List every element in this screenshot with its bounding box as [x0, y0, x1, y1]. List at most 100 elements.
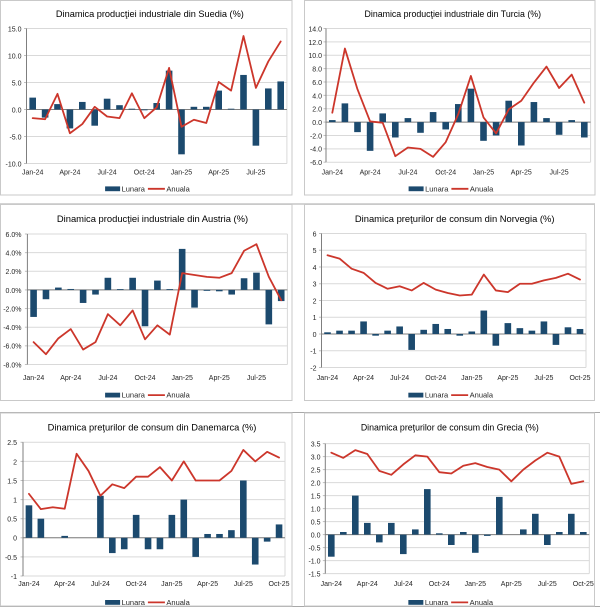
svg-text:-4.0: -4.0: [310, 147, 322, 154]
svg-text:Jul-25: Jul-25: [246, 169, 265, 176]
svg-text:10.0: 10.0: [308, 53, 322, 60]
svg-text:3.0: 3.0: [311, 455, 321, 462]
svg-text:Jan-24: Jan-24: [322, 169, 344, 176]
svg-text:1: 1: [313, 315, 317, 322]
svg-text:Jul-24: Jul-24: [390, 375, 409, 382]
svg-text:Jan-25: Jan-25: [461, 375, 483, 382]
svg-text:0: 0: [313, 332, 317, 339]
svg-text:2.0: 2.0: [312, 107, 322, 114]
svg-text:Dinamica preţurilor de consum: Dinamica preţurilor de consum din Danema…: [48, 422, 257, 432]
svg-text:3.5: 3.5: [311, 442, 321, 449]
svg-text:Oct-24: Oct-24: [425, 375, 446, 382]
svg-text:2.0: 2.0: [311, 481, 321, 488]
svg-text:Lunara: Lunara: [425, 184, 449, 193]
svg-text:-6.0%: -6.0%: [3, 344, 21, 351]
svg-text:Apr-24: Apr-24: [353, 375, 374, 382]
svg-text:0.5: 0.5: [7, 517, 17, 524]
svg-text:Jan-24: Jan-24: [321, 581, 343, 588]
svg-text:Lunara: Lunara: [122, 391, 146, 400]
svg-text:-6.0: -6.0: [310, 160, 322, 167]
svg-text:14.0: 14.0: [308, 26, 322, 33]
svg-text:-5.0: -5.0: [9, 134, 21, 141]
svg-text:6.0%: 6.0%: [6, 232, 22, 239]
svg-text:Jan-24: Jan-24: [317, 375, 339, 382]
svg-text:Anuala: Anuala: [470, 184, 494, 193]
svg-text:Apr-25: Apr-25: [501, 581, 522, 588]
svg-text:1.0: 1.0: [311, 507, 321, 514]
svg-text:Jul-24: Jul-24: [394, 581, 413, 588]
svg-text:4.0: 4.0: [312, 93, 322, 100]
svg-text:1: 1: [13, 498, 17, 505]
svg-text:Jul-25: Jul-25: [247, 375, 266, 382]
svg-text:Jul-25: Jul-25: [534, 375, 553, 382]
svg-text:Jul-24: Jul-24: [398, 169, 417, 176]
svg-text:2: 2: [313, 298, 317, 305]
svg-text:Anuala: Anuala: [470, 391, 494, 400]
svg-text:Jan-24: Jan-24: [22, 169, 44, 176]
svg-text:5: 5: [313, 248, 317, 255]
svg-text:Dinamica preţurilor de consum: Dinamica preţurilor de consum din Grecia…: [361, 422, 539, 432]
svg-text:Jan-24: Jan-24: [23, 375, 45, 382]
svg-text:Jul-24: Jul-24: [98, 375, 117, 382]
svg-text:-1.5: -1.5: [308, 572, 320, 579]
svg-text:-2.0: -2.0: [310, 133, 322, 140]
svg-text:1.5: 1.5: [311, 494, 321, 501]
svg-text:0.5: 0.5: [311, 520, 321, 527]
svg-text:-2: -2: [310, 365, 316, 372]
svg-text:Jul-24: Jul-24: [98, 169, 117, 176]
svg-text:Jul-25: Jul-25: [234, 581, 253, 588]
svg-text:Apr-24: Apr-24: [59, 169, 80, 176]
svg-text:Jan-24: Jan-24: [18, 581, 40, 588]
svg-text:Oct-24: Oct-24: [134, 169, 155, 176]
svg-text:4: 4: [313, 265, 317, 272]
svg-text:Anuala: Anuala: [166, 184, 190, 193]
svg-text:Apr-24: Apr-24: [60, 375, 81, 382]
svg-text:Apr-24: Apr-24: [54, 581, 75, 588]
svg-text:-8.0%: -8.0%: [3, 362, 21, 369]
svg-text:Oct-24: Oct-24: [135, 375, 156, 382]
svg-text:0.0: 0.0: [12, 107, 22, 114]
svg-text:2: 2: [13, 459, 17, 466]
svg-text:2.0%: 2.0%: [6, 269, 22, 276]
svg-text:0.0: 0.0: [311, 533, 321, 540]
svg-text:-1.0: -1.0: [308, 559, 320, 566]
svg-text:8.0: 8.0: [312, 67, 322, 74]
svg-text:Dinamica producţiei industrial: Dinamica producţiei industriale din Sued…: [56, 9, 244, 19]
svg-text:5.0: 5.0: [12, 80, 22, 87]
svg-text:Lunara: Lunara: [425, 391, 449, 400]
svg-text:2.5: 2.5: [7, 440, 17, 447]
svg-text:Anuala: Anuala: [166, 598, 190, 607]
svg-text:Oct-25: Oct-25: [573, 581, 594, 588]
svg-text:-0.5: -0.5: [5, 555, 17, 562]
svg-text:6: 6: [313, 231, 317, 238]
svg-text:0.0%: 0.0%: [6, 288, 22, 295]
svg-text:Jul-24: Jul-24: [91, 581, 110, 588]
svg-text:Dinamica producţiei industrial: Dinamica producţiei industriale din Turc…: [365, 9, 542, 19]
svg-text:Oct-25: Oct-25: [269, 581, 290, 588]
svg-text:2.5: 2.5: [311, 468, 321, 475]
svg-text:Anuala: Anuala: [166, 391, 190, 400]
svg-text:Anuala: Anuala: [470, 598, 494, 607]
svg-text:Apr-25: Apr-25: [197, 581, 218, 588]
svg-text:12.0: 12.0: [308, 40, 322, 47]
svg-text:Dinamica producţiei industrial: Dinamica producţiei industriale din Aust…: [57, 213, 248, 224]
svg-text:3: 3: [313, 282, 317, 289]
svg-text:Jan-25: Jan-25: [465, 581, 487, 588]
svg-text:Apr-24: Apr-24: [360, 169, 381, 176]
svg-text:Apr-25: Apr-25: [208, 169, 229, 176]
svg-text:Lunara: Lunara: [425, 598, 449, 607]
svg-text:Oct-25: Oct-25: [569, 375, 590, 382]
svg-text:Jan-25: Jan-25: [473, 169, 495, 176]
svg-text:0: 0: [13, 536, 17, 543]
svg-text:Jan-25: Jan-25: [171, 169, 193, 176]
svg-text:Jan-25: Jan-25: [171, 375, 193, 382]
svg-text:Apr-25: Apr-25: [511, 169, 532, 176]
svg-text:Oct-24: Oct-24: [435, 169, 456, 176]
svg-text:1.5: 1.5: [7, 478, 17, 485]
svg-text:-10.0: -10.0: [6, 161, 22, 168]
svg-text:Dinamica preţurilor de consum: Dinamica preţurilor de consum din Norveg…: [355, 213, 555, 224]
svg-text:0.0: 0.0: [312, 120, 322, 127]
svg-text:-4.0%: -4.0%: [3, 325, 21, 332]
svg-text:-1: -1: [310, 349, 316, 356]
svg-text:Apr-25: Apr-25: [209, 375, 230, 382]
